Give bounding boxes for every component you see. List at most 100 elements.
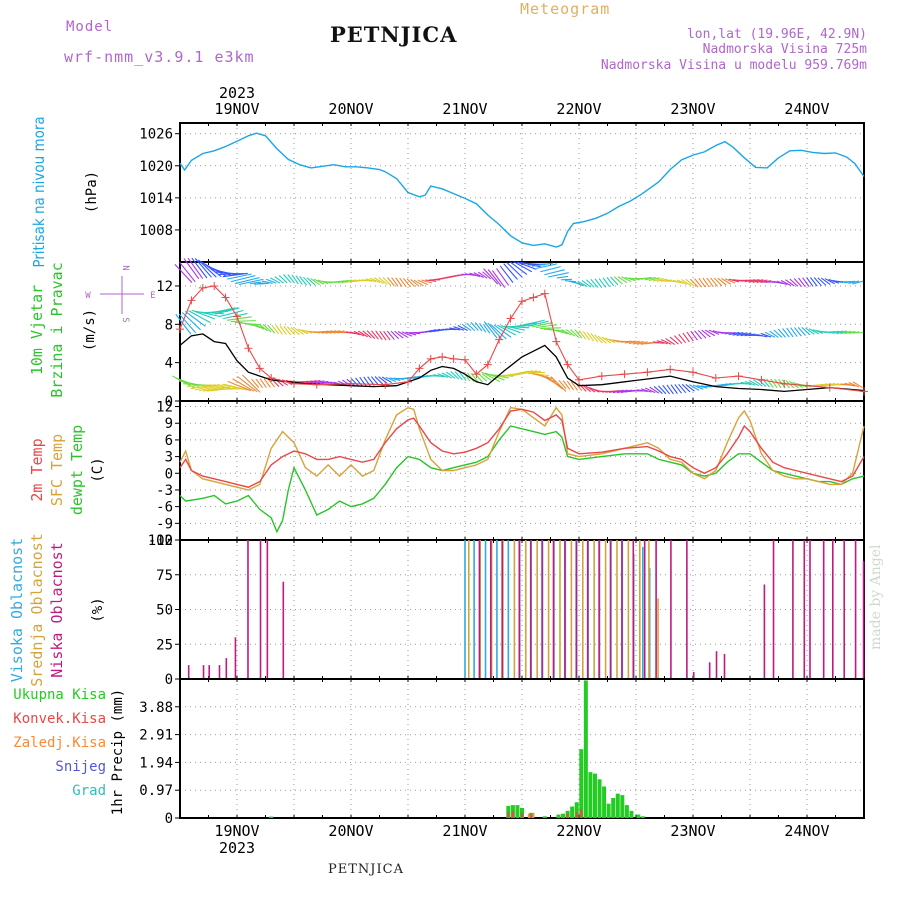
wind-vector — [355, 377, 363, 387]
x-tick-label-bottom: 21NOV — [442, 822, 487, 840]
mid-cloud-bar — [581, 540, 584, 679]
wind-vector — [816, 383, 828, 387]
wind-gust-marker — [518, 297, 526, 306]
y-tick-label: 3 — [165, 450, 173, 466]
wind-vector — [769, 330, 779, 338]
compass-e: E — [150, 291, 155, 301]
temp2m-line — [179, 408, 865, 488]
wind-vector — [345, 279, 357, 284]
wind-vector — [379, 330, 387, 341]
x-tick-label-top: 22NOV — [556, 100, 601, 118]
wind-vector — [474, 322, 483, 332]
wind-vector — [689, 278, 699, 288]
lonlat-label: lon,lat (19.96E, 42.9N) — [686, 27, 867, 42]
wind-vector — [697, 330, 707, 339]
wind-gust-marker — [426, 354, 435, 363]
wind-vector — [386, 277, 395, 287]
wind-vector — [481, 373, 492, 381]
x-tick-label-bottom: 23NOV — [670, 822, 715, 840]
wind-vector — [669, 336, 679, 345]
wind-vector — [478, 323, 487, 333]
mid-cloud-bar — [604, 540, 607, 679]
total-precip-bar — [597, 779, 602, 818]
wind-vector — [386, 330, 395, 340]
wind-vector — [548, 272, 569, 278]
wind-vector — [218, 386, 244, 390]
low-cloud-bar — [478, 540, 481, 679]
wind-vector — [187, 257, 204, 279]
x-tick-label-bottom: 22NOV — [556, 822, 601, 840]
wind-vector — [608, 389, 620, 393]
low-cloud-bar — [670, 540, 672, 679]
wind-vector — [717, 277, 727, 286]
conv-precip-bar — [575, 812, 578, 818]
wind-vector — [389, 377, 401, 381]
wind-vector — [450, 371, 460, 380]
total-precip-bar — [542, 816, 547, 818]
low-cloud-bar — [655, 540, 657, 679]
wind-vector — [271, 324, 279, 335]
wind-vector — [458, 371, 467, 381]
wind-gust-marker — [529, 293, 538, 302]
low-cloud-bar — [832, 540, 834, 679]
total-precip-bar — [606, 803, 611, 818]
wind-vector — [706, 277, 714, 288]
wind-vector — [721, 277, 732, 285]
wind-vector — [686, 331, 694, 342]
wind-vector — [808, 328, 819, 335]
conv-precip-bar — [507, 812, 510, 818]
wind-vector — [226, 273, 252, 280]
wind-vector — [744, 279, 756, 283]
wind-vector — [573, 281, 584, 287]
wind-vector — [470, 321, 479, 331]
wind-vector — [556, 275, 568, 279]
low-cloud-bar — [501, 540, 503, 679]
wind-vector — [681, 383, 691, 393]
wind-vector — [648, 277, 660, 282]
wind-vector — [694, 278, 703, 288]
wind-vector — [678, 333, 687, 344]
wind-vector — [821, 277, 831, 286]
wind-vector — [840, 330, 852, 335]
wind-vector — [305, 380, 317, 384]
wind-vector — [658, 385, 667, 395]
wind-gust-marker — [347, 379, 355, 388]
low-cloud-bar — [632, 540, 635, 679]
low-cloud-bar — [552, 540, 555, 679]
wind-vector — [694, 330, 703, 340]
wind-vector — [736, 332, 748, 337]
wind-vector — [620, 340, 632, 343]
precip-legend-item: Konvek.Kisa — [13, 711, 106, 727]
wind-vector — [254, 323, 265, 330]
y-tick-label: 4 — [165, 356, 173, 372]
wind-vector — [365, 278, 377, 283]
precip-legend-item: Snijeg — [55, 759, 106, 775]
year-label-bottom: 2023 — [219, 839, 255, 857]
wind-vector — [760, 280, 772, 283]
high-cloud-bar — [507, 540, 510, 679]
wind-vector — [817, 277, 827, 286]
low-cloud-bar — [862, 560, 865, 679]
wind-gust-marker — [404, 377, 412, 386]
wind-vector — [545, 375, 564, 390]
precip-legend-item: Grad — [72, 783, 106, 799]
wind-vector — [698, 277, 706, 288]
year-label-top: 2023 — [219, 84, 255, 102]
total-precip-bar — [269, 816, 274, 818]
precip-axis-label: 1hr Precip (mm) — [110, 689, 126, 815]
wind-vector — [586, 332, 595, 342]
wind-vector — [349, 331, 361, 336]
mid-cloud-bar — [513, 540, 516, 679]
total-precip-bar — [556, 814, 561, 818]
wind-vector — [259, 378, 267, 388]
wind-vector — [606, 277, 615, 287]
wind-vector — [294, 327, 305, 335]
wind-vector — [574, 329, 583, 339]
wind-vector — [186, 384, 212, 387]
wind-vector — [190, 384, 216, 390]
wind-vector — [797, 326, 806, 336]
cloud-axis-label-1: Visoka Oblacnost — [8, 538, 26, 683]
high-cloud-bar — [496, 540, 498, 679]
wind-vector — [577, 280, 588, 288]
wind-vector — [666, 384, 674, 395]
